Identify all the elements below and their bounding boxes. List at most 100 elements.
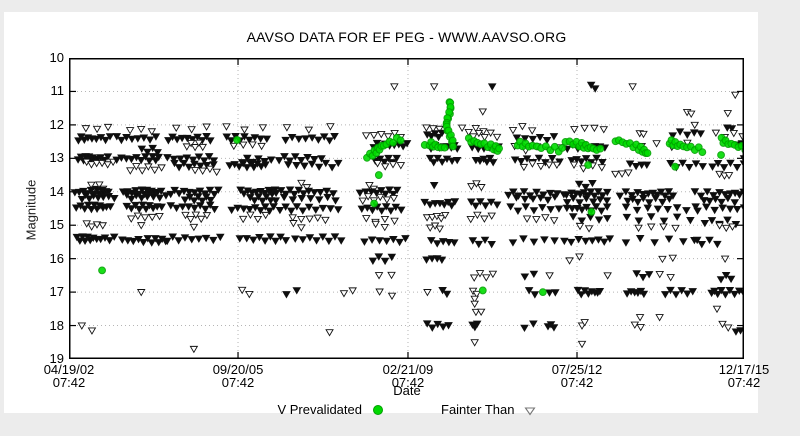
fainter-than-point [482,158,492,167]
fainter-than-point [700,219,710,228]
fainter-than-point [544,161,554,169]
fainter-than-point [392,186,402,195]
fainter-than-point [467,198,476,206]
fainter-than-point [709,192,718,200]
fainter-than-point [543,196,553,205]
fainter-than-point [257,142,266,151]
fainter-than-point [488,159,498,167]
fainter-than-point [122,191,132,199]
fainter-than-point [439,201,449,209]
fainter-than-point [104,193,113,201]
fainter-than-point [336,237,346,245]
fainter-than-point [429,83,439,91]
fainter-than-point [255,233,264,242]
fainter-than-point [474,129,484,138]
fainter-than-point [519,188,529,196]
fainter-than-point [480,215,489,223]
fainter-than-point [666,274,675,282]
fainter-than-point [390,83,399,91]
fainter-than-point [266,156,276,164]
fainter-than-point [472,320,482,328]
fainter-than-point [438,238,448,246]
fainter-than-point [144,157,154,165]
fainter-than-point [536,162,546,171]
fainter-than-point [390,130,399,138]
fainter-than-point [242,154,252,163]
fainter-than-point [721,224,731,233]
fainter-than-point [699,197,709,205]
fainter-than-point [307,134,317,142]
fainter-than-point [375,288,384,296]
fainter-than-point [652,140,661,148]
fainter-than-point [305,215,314,223]
fainter-than-point [387,271,396,280]
fainter-than-point [520,324,529,333]
fainter-than-point [101,136,110,145]
fainter-than-point [457,124,467,133]
fainter-than-point [140,214,150,222]
fainter-than-point [653,205,663,213]
fainter-than-point [204,153,214,161]
fainter-than-point [659,223,668,231]
fainter-than-point [276,233,285,241]
fainter-than-point [633,198,643,207]
fainter-than-point [568,213,578,221]
fainter-than-point [106,203,115,211]
fainter-than-point [190,166,200,175]
y-tick-label: 14 [49,183,64,199]
fainter-than-point [161,192,171,200]
y-tick-label: 18 [49,317,64,333]
fainter-than-point [595,287,605,296]
fainter-than-point [487,212,496,220]
fainter-than-point [478,108,488,116]
fainter-than-point [83,201,93,210]
fainter-than-point [520,135,530,143]
fainter-than-point [292,287,302,295]
fainter-than-point [528,160,537,168]
fainter-than-point [92,221,102,229]
fainter-than-point [105,133,115,141]
fainter-than-point [631,162,641,171]
fainter-than-point [74,137,83,145]
fainter-than-point [644,271,654,279]
fainter-than-point [151,235,160,243]
fainter-than-point [110,195,119,203]
y-tick-label: 15 [49,217,64,233]
fainter-than-point [575,253,584,261]
x-tick-label: 09/20/05 07:42 [212,362,264,390]
fainter-than-point [402,140,412,148]
fainter-than-point [310,189,319,197]
fainter-than-point [205,165,215,174]
fainter-than-point [314,196,324,204]
fainter-than-point [233,204,242,213]
fainter-than-point [696,192,706,200]
fainter-than-point [576,291,586,299]
fainter-than-point [678,159,687,168]
fainter-than-point [529,270,539,279]
fainter-than-point [426,237,436,245]
fainter-than-point [691,203,700,211]
fainter-than-point [276,187,286,195]
fainter-than-point [598,159,607,167]
fainter-than-point [246,159,255,168]
fainter-than-point [380,257,390,266]
fainter-than-point [198,167,207,175]
fainter-than-point [195,202,205,210]
fainter-than-point [292,203,302,211]
fainter-than-point [590,124,599,133]
fainter-than-point [730,290,739,299]
fainter-than-point [398,143,408,151]
fainter-than-point [381,203,391,211]
fainter-than-point [261,211,270,220]
fainter-than-point [723,216,732,224]
fainter-than-point [623,197,633,206]
fainter-than-point [664,235,674,243]
fainter-than-point [573,286,583,295]
fainter-than-point [518,123,527,131]
fainter-than-point [582,195,591,203]
fainter-than-point [717,198,726,207]
fainter-than-point [519,163,529,172]
fainter-than-point [180,234,190,242]
fainter-than-point [510,156,520,164]
fainter-than-point [617,170,627,178]
